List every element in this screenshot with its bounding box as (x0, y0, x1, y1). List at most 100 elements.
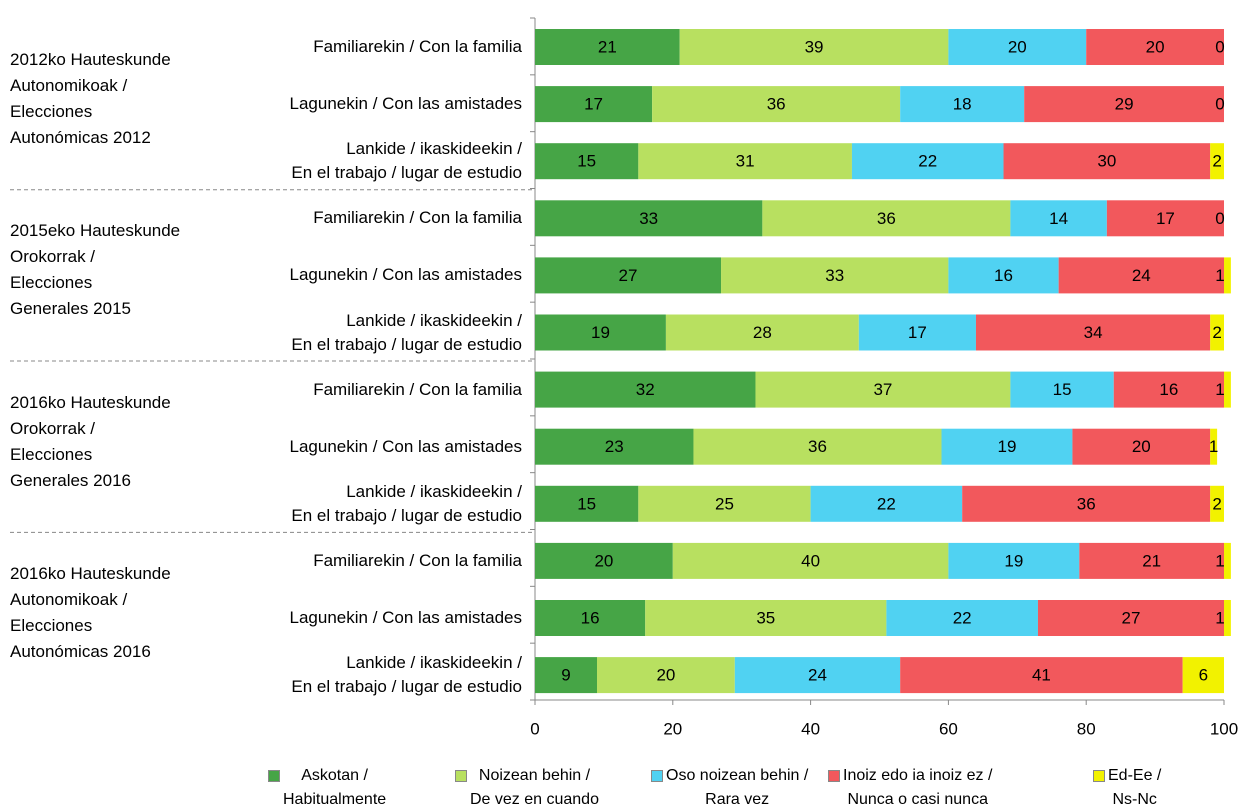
bar-segment (1210, 143, 1224, 180)
category-label: Lankide / ikaskideekin / En el trabajo /… (291, 310, 522, 354)
bar-segment (1106, 200, 1224, 237)
bar-segment (535, 86, 653, 123)
bar-segment (638, 485, 811, 522)
legend-label: Askotan / Habitualmente (283, 767, 387, 808)
category-label: Familiarekin / Con la familia (313, 550, 522, 570)
bar-segment (535, 600, 646, 636)
data-label: 30 (1097, 152, 1116, 171)
bar-segment (1010, 200, 1107, 237)
data-label: 40 (801, 551, 820, 570)
legend-swatch (268, 770, 280, 782)
group-label: 2012ko Hauteskunde Autonomikoak / Elecci… (10, 50, 171, 148)
data-label: 25 (715, 494, 734, 513)
data-label: 37 (873, 380, 892, 399)
group-label: 2015eko Hauteskunde Orokorrak / Eleccion… (10, 221, 181, 319)
data-label: 6 (1199, 666, 1208, 685)
data-label: 24 (808, 666, 827, 685)
category-label: Lagunekin / Con las amistades (289, 265, 522, 285)
x-tick-label: 60 (939, 719, 958, 738)
bar-segment (755, 371, 1011, 408)
bar-segment (1210, 485, 1224, 522)
category-label: Familiarekin / Con la familia (313, 208, 522, 228)
category-label: Lagunekin / Con las amistades (289, 436, 522, 456)
data-label: 1 (1209, 437, 1218, 456)
bar-segment (535, 428, 694, 465)
bar-segment (948, 257, 1059, 294)
bar-segment (948, 29, 1087, 65)
bar-segment (535, 29, 680, 65)
data-label: 21 (598, 37, 617, 56)
data-label: 28 (753, 323, 772, 342)
bar-segment (679, 29, 949, 65)
bar-segment (535, 371, 756, 408)
bar-segment (535, 143, 639, 180)
bar-segment (638, 143, 852, 180)
bar-segment (900, 86, 1025, 123)
data-label: 22 (918, 152, 937, 171)
bar-segment (851, 143, 1004, 180)
bar-segment (693, 428, 942, 465)
legend-item: Ed-Ee / Ns-Nc (1093, 764, 1161, 812)
category-label: Familiarekin / Con la familia (313, 379, 522, 399)
bar-segment (597, 657, 735, 694)
data-label: 20 (1146, 37, 1165, 56)
data-label: 15 (1053, 380, 1072, 399)
bar-segment (1224, 257, 1231, 294)
legend-swatch (828, 770, 840, 782)
data-label: 9 (561, 666, 570, 685)
legend-swatch (651, 770, 663, 782)
data-label: 36 (1077, 494, 1096, 513)
bar-segment (535, 657, 598, 694)
group-label: 2016ko Hauteskunde Orokorrak / Eleccione… (10, 392, 171, 490)
legend-swatch (455, 770, 467, 782)
data-label: 1 (1215, 266, 1224, 285)
bar-segment (1086, 29, 1224, 65)
bar-segment (886, 600, 1038, 636)
category-label: Lagunekin / Con las amistades (289, 94, 522, 114)
data-label: 33 (825, 266, 844, 285)
bar-segment (734, 657, 901, 694)
data-label: 0 (1215, 209, 1224, 228)
data-label: 23 (605, 437, 624, 456)
legend-item: Askotan / Habitualmente (268, 764, 386, 812)
data-label: 1 (1215, 380, 1224, 399)
legend-label: Inoiz edo ia inoiz ez / Nunca o casi nun… (843, 767, 993, 808)
data-label: 34 (1084, 323, 1103, 342)
bar-segment (1003, 143, 1211, 180)
bar-segment (652, 86, 901, 123)
data-label: 20 (594, 551, 613, 570)
data-label: 27 (619, 266, 638, 285)
bar-segment (1024, 86, 1224, 123)
data-label: 24 (1132, 266, 1151, 285)
bar-segment (721, 257, 949, 294)
bar-segment (1058, 257, 1224, 294)
data-label: 18 (953, 95, 972, 114)
legend-swatch (1093, 770, 1105, 782)
legend-item: Inoiz edo ia inoiz ez / Nunca o casi nun… (828, 764, 992, 812)
data-label: 19 (998, 437, 1017, 456)
bar-segment (645, 600, 887, 636)
data-label: 16 (994, 266, 1013, 285)
data-label: 29 (1115, 95, 1134, 114)
bar-segment (1079, 542, 1224, 579)
x-tick-label: 0 (530, 719, 539, 738)
data-label: 17 (908, 323, 927, 342)
bar-segment (962, 485, 1211, 522)
bar-segment (948, 542, 1080, 579)
data-label: 41 (1032, 666, 1051, 685)
data-label: 2 (1212, 494, 1221, 513)
legend-item: Noizean behin / De vez en cuando (455, 764, 599, 812)
bar-segment (975, 314, 1211, 351)
data-label: 17 (584, 95, 603, 114)
legend-label: Noizean behin / De vez en cuando (470, 767, 599, 808)
data-label: 0 (1215, 37, 1224, 56)
data-label: 19 (1004, 551, 1023, 570)
data-label: 33 (639, 209, 658, 228)
data-label: 21 (1142, 551, 1161, 570)
category-label: Lagunekin / Con las amistades (289, 608, 522, 627)
x-tick-label: 100 (1210, 719, 1238, 738)
bar-segment (535, 200, 763, 237)
bar-segment (762, 200, 1011, 237)
category-label: Lankide / ikaskideekin / En el trabajo /… (291, 653, 522, 697)
